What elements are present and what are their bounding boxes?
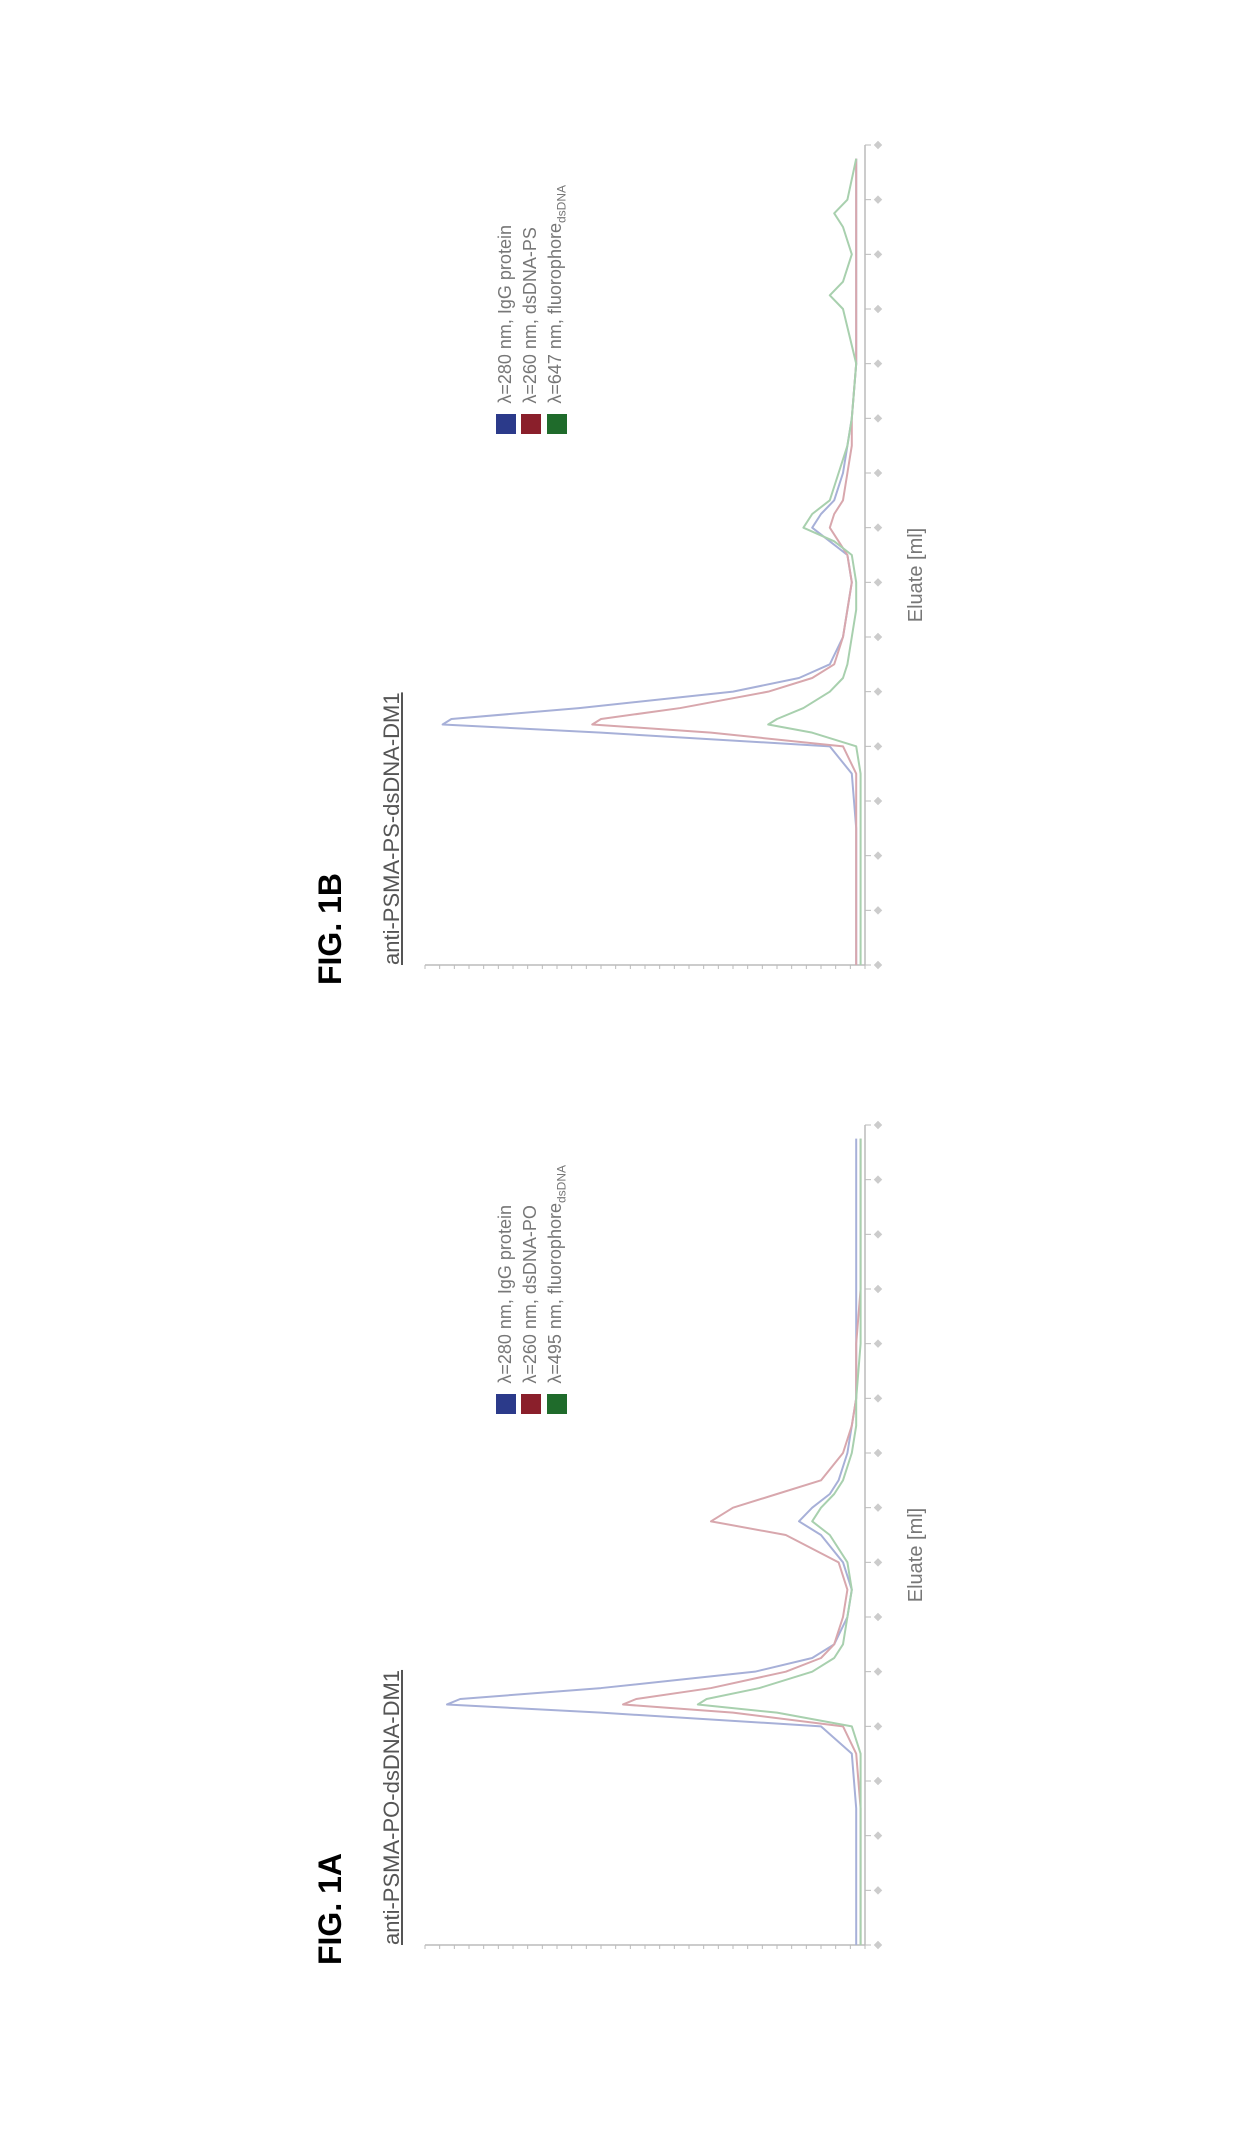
legend-swatch (496, 1394, 516, 1414)
chart-svg-b (415, 125, 915, 1025)
legend-b: λ=280 nm, IgG proteinλ=260 nm, dsDNA-PSλ… (495, 185, 569, 434)
panel-title-b: anti-PSMA-PS-dsDNA-DM1 (379, 692, 405, 965)
chart-area-a: λ=280 nm, IgG proteinλ=260 nm, dsDNA-POλ… (415, 1105, 915, 2005)
chart-area-b: λ=280 nm, IgG proteinλ=260 nm, dsDNA-PSλ… (415, 125, 915, 1025)
panel-fig-1a: FIG. 1A anti-PSMA-PO-dsDNA-DM1 λ=280 nm,… (312, 1105, 928, 2005)
legend-swatch (496, 414, 516, 434)
legend-label: λ=647 nm, fluorophoredsDNA (545, 185, 569, 404)
legend-a: λ=280 nm, IgG proteinλ=260 nm, dsDNA-POλ… (495, 1165, 569, 1414)
legend-swatch (547, 1394, 567, 1414)
chart-svg-a (415, 1105, 915, 2005)
legend-item: λ=495 nm, fluorophoredsDNA (545, 1165, 569, 1414)
panel-fig-1b: FIG. 1B anti-PSMA-PS-dsDNA-DM1 λ=280 nm,… (312, 125, 928, 1025)
legend-item: λ=260 nm, dsDNA-PS (520, 185, 541, 434)
legend-swatch (547, 414, 567, 434)
legend-swatch (521, 414, 541, 434)
legend-item: λ=280 nm, IgG protein (495, 1165, 516, 1414)
legend-label: λ=260 nm, dsDNA-PS (520, 227, 541, 404)
legend-label: λ=280 nm, IgG protein (495, 1205, 516, 1384)
legend-label: λ=260 nm, dsDNA-PO (520, 1205, 541, 1384)
legend-label: λ=495 nm, fluorophoredsDNA (545, 1165, 569, 1384)
legend-item: λ=280 nm, IgG protein (495, 185, 516, 434)
figure-label-b: FIG. 1B (312, 873, 349, 985)
legend-label: λ=280 nm, IgG protein (495, 225, 516, 404)
legend-swatch (521, 1394, 541, 1414)
panel-title-a: anti-PSMA-PO-dsDNA-DM1 (379, 1670, 405, 1945)
figure-label-a: FIG. 1A (312, 1853, 349, 1965)
legend-item: λ=647 nm, fluorophoredsDNA (545, 185, 569, 434)
legend-item: λ=260 nm, dsDNA-PO (520, 1165, 541, 1414)
figure-container: FIG. 1A anti-PSMA-PO-dsDNA-DM1 λ=280 nm,… (0, 125, 1240, 2005)
